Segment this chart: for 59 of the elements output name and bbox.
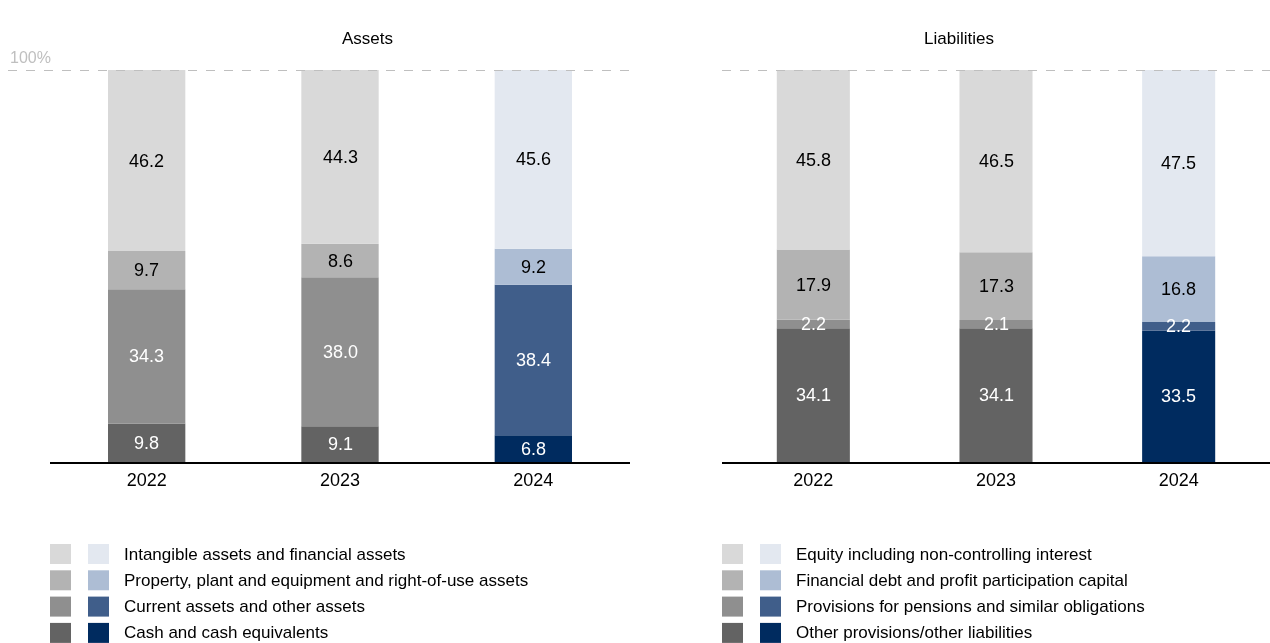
bar xyxy=(959,70,1033,253)
bar xyxy=(108,70,186,252)
data-label: 34.3 xyxy=(129,346,165,366)
data-label: 2.2 xyxy=(801,314,827,334)
data-label: 2.1 xyxy=(984,314,1010,334)
legend-label: Current assets and other assets xyxy=(124,597,365,616)
data-label: 9.2 xyxy=(521,257,547,277)
data-label: 8.6 xyxy=(328,251,354,271)
x-tick-label: 2023 xyxy=(319,469,361,490)
data-label: 44.3 xyxy=(323,147,359,167)
data-label: 38.0 xyxy=(323,342,359,362)
legend-label: Cash and cash equivalents xyxy=(124,623,329,642)
x-tick-label: 2022 xyxy=(793,469,834,490)
data-label: 17.9 xyxy=(796,275,832,295)
bar xyxy=(301,70,379,244)
bar xyxy=(494,284,572,436)
legend-label: Intangible assets and financial assets xyxy=(124,545,406,564)
data-label: 47.5 xyxy=(1161,153,1197,173)
legend-label: Financial debt and profit participation capital xyxy=(796,571,1128,590)
bar xyxy=(301,277,379,427)
data-label: 34.1 xyxy=(979,385,1015,405)
x-tick-label: 2023 xyxy=(975,469,1017,490)
chart-title: Liabilities xyxy=(924,29,994,48)
chart-title: Assets xyxy=(342,29,394,48)
data-label: 45.8 xyxy=(796,150,832,170)
bar xyxy=(301,243,379,278)
data-label: 33.5 xyxy=(1161,386,1197,406)
bar xyxy=(494,248,572,285)
data-label: 9.8 xyxy=(134,433,160,453)
data-label: 46.2 xyxy=(129,151,165,171)
bar xyxy=(494,70,572,249)
data-label: 9.1 xyxy=(328,434,354,454)
data-label: 34.1 xyxy=(796,385,832,405)
bar xyxy=(108,423,186,462)
data-label: 9.7 xyxy=(134,260,160,280)
data-label: 45.6 xyxy=(516,149,552,169)
bar xyxy=(1142,70,1216,257)
bar xyxy=(301,426,379,462)
legend-label: Equity including non-controlling interest xyxy=(796,545,1093,564)
x-tick-label: 2024 xyxy=(1158,469,1199,490)
legend-label: Property, plant and equipment and right-of-use assets xyxy=(124,571,529,590)
data-label: 17.3 xyxy=(979,276,1015,296)
bar xyxy=(108,251,186,290)
data-label: 16.8 xyxy=(1161,279,1197,299)
x-tick-label: 2022 xyxy=(126,469,167,490)
bar xyxy=(776,70,850,250)
data-label: 6.8 xyxy=(521,439,547,459)
ref-line-label: 100% xyxy=(10,49,51,66)
legend-label: Provisions for pensions and similar obligations xyxy=(796,597,1145,616)
legend-label: Other provisions/other liabilities xyxy=(796,623,1033,642)
bar xyxy=(1142,330,1216,462)
bar xyxy=(494,435,572,462)
x-tick-label: 2024 xyxy=(513,469,554,490)
data-label: 38.4 xyxy=(516,350,552,370)
bar xyxy=(959,328,1033,462)
data-label: 2.2 xyxy=(1166,316,1192,336)
bar xyxy=(108,289,186,424)
data-label: 46.5 xyxy=(979,151,1015,171)
bar xyxy=(776,328,850,462)
